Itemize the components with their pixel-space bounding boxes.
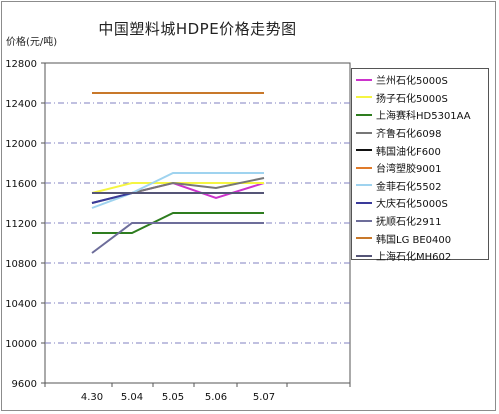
y-tick-label: 11200: [5, 219, 37, 230]
chart-title: 中国塑料城HDPE价格走势图: [98, 20, 297, 38]
legend-label: 韩国LG BE0400: [376, 234, 452, 246]
legend-swatch: [356, 184, 372, 187]
legend-entry: 抚顺石化2911: [352, 212, 488, 230]
legend-swatch: [356, 149, 372, 152]
legend-entry: 台湾塑胶9001: [352, 159, 488, 177]
legend-swatch: [356, 131, 372, 134]
legend-label: 上海石化MH602: [376, 252, 452, 264]
series-line-9: [91, 222, 264, 254]
legend-swatch: [356, 96, 372, 99]
legend-swatch: [356, 78, 372, 81]
legend-swatch: [356, 254, 372, 257]
legend-label: 扬子石化5000S: [376, 93, 448, 105]
chart-legend: 兰州石化5000S 扬子石化5000S 上海赛科HD5301AA 齐鲁石化6098 韩国…: [351, 68, 489, 263]
x-tick-label: 4.30: [81, 392, 103, 403]
x-tick-label: 5.07: [253, 392, 275, 403]
legend-label: 台湾塑胶9001: [376, 164, 442, 176]
legend-label: 抚顺石化2911: [376, 217, 442, 229]
legend-label: 金菲石化5502: [376, 181, 442, 193]
legend-label: 大庆石化5000S: [376, 199, 448, 211]
x-tick-label: 5.06: [205, 392, 227, 403]
legend-swatch: [356, 219, 372, 222]
y-tick-label: 11600: [5, 179, 37, 190]
legend-entry: 兰州石化5000S: [352, 71, 488, 89]
y-axis-label: 价格(元/吨): [6, 37, 58, 48]
series-line-7: [91, 172, 264, 209]
y-tick-label: 12400: [5, 99, 37, 110]
legend-entry: 韩国LG BE0400: [352, 229, 488, 247]
legend-entry: 上海石化MH602: [352, 247, 488, 265]
legend-entry: 大庆石化5000S: [352, 194, 488, 212]
y-tick-label: 10400: [5, 299, 37, 310]
x-tick-label: 5.05: [162, 392, 184, 403]
y-tick-label: 10800: [5, 259, 37, 270]
legend-swatch: [356, 201, 372, 204]
legend-entry: 齐鲁石化6098: [352, 124, 488, 142]
legend-label: 上海赛科HD5301AA: [376, 111, 471, 123]
legend-label: 齐鲁石化6098: [376, 129, 442, 141]
legend-swatch: [356, 237, 372, 240]
legend-swatch: [356, 113, 372, 116]
legend-swatch: [356, 166, 372, 169]
legend-entry: 金菲石化5502: [352, 177, 488, 195]
y-tick-label: 12800: [5, 59, 37, 70]
legend-label: 韩国油化F600: [376, 146, 441, 158]
y-tick-label: 9600: [12, 379, 37, 390]
y-tick-label: 12000: [5, 139, 37, 150]
legend-label: 兰州石化5000S: [376, 76, 448, 88]
legend-entry: 扬子石化5000S: [352, 89, 488, 107]
legend-entry: 上海赛科HD5301AA: [352, 106, 488, 124]
x-tick-label: 5.04: [121, 392, 143, 403]
legend-entry: 韩国油化F600: [352, 141, 488, 159]
y-tick-label: 10000: [5, 339, 37, 350]
